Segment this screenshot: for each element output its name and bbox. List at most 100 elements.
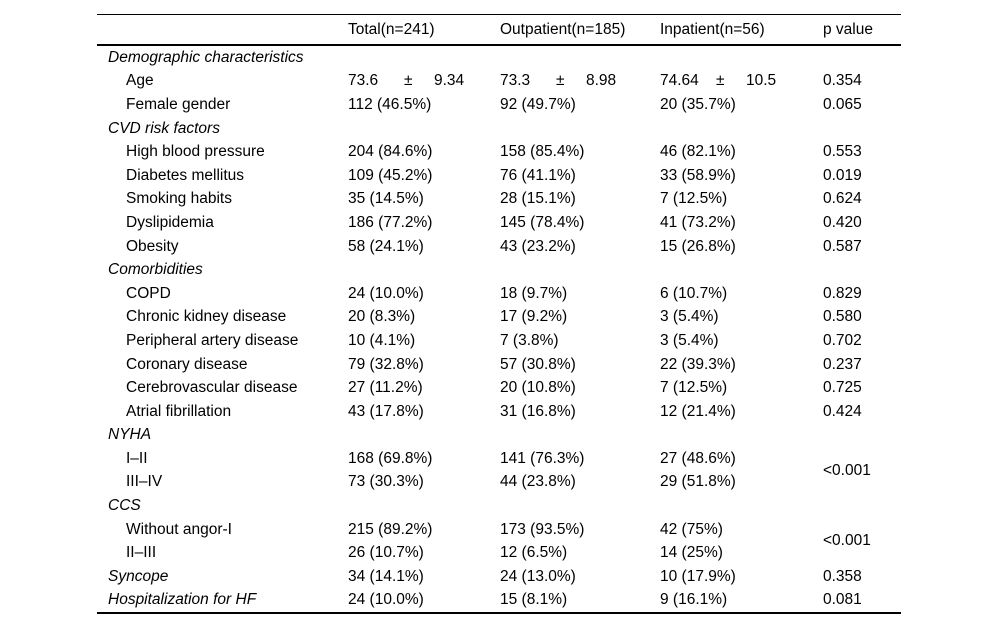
cell-inpatient: 27 (48.6%): [660, 449, 736, 467]
cell-pvalue: 0.587: [823, 237, 862, 255]
table-row-ccs-2-3: II–III 26 (10.7%) 12 (6.5%) 14 (25%): [97, 541, 901, 565]
header-total: Total(n=241): [348, 14, 500, 46]
row-label: Without angor-I: [126, 520, 232, 538]
mean-value: 73.6: [348, 72, 379, 90]
row-label: Female gender: [126, 95, 231, 113]
cell-inpatient: 7 (12.5%): [660, 379, 728, 397]
cell-total: 34 (14.1%): [348, 567, 424, 585]
cell-total: 27 (11.2%): [348, 379, 423, 397]
cell-inpatient: 14 (25%): [660, 544, 723, 562]
cell-inpatient: 10 (17.9%): [660, 567, 736, 585]
row-label: Coronary disease: [126, 355, 248, 373]
row-label: COPD: [126, 284, 171, 302]
table-row-high-blood-pressure: High blood pressure 204 (84.6%) 158 (85.…: [97, 140, 901, 164]
cell-total: 112 (46.5%): [348, 95, 432, 113]
cell-total: 10 (4.1%): [348, 331, 416, 349]
cell-total: 109 (45.2%): [348, 166, 433, 184]
cell-outpatient: 20 (10.8%): [500, 379, 576, 397]
plus-minus-sign: ±: [716, 72, 725, 90]
cell-outpatient: 31 (16.8%): [500, 402, 576, 420]
table-row-chronic-kidney: Chronic kidney disease 20 (8.3%) 17 (9.2…: [97, 306, 901, 330]
cell-outpatient: 145 (78.4%): [500, 213, 585, 231]
cell-inpatient: 29 (51.8%): [660, 473, 736, 491]
cell-outpatient: 12 (6.5%): [500, 544, 568, 562]
plus-minus-sign: ±: [404, 72, 413, 90]
table-row-cerebrovascular: Cerebrovascular disease 27 (11.2%) 20 (1…: [97, 376, 901, 400]
header-pvalue: p value: [823, 14, 901, 46]
cell-total: 168 (69.8%): [348, 449, 433, 467]
cell-outpatient: 18 (9.7%): [500, 284, 568, 302]
cell-inpatient: 42 (75%): [660, 520, 723, 538]
cell-total: 24 (10.0%): [348, 284, 424, 302]
cell-total: 26 (10.7%): [348, 544, 424, 562]
section-label: Comorbidities: [108, 261, 203, 279]
cell-pvalue: 0.358: [823, 567, 862, 585]
table-row-female-gender: Female gender 112 (46.5%) 92 (49.7%) 20 …: [97, 93, 901, 117]
cell-outpatient: 92 (49.7%): [500, 95, 576, 113]
header-outpatient: Outpatient(n=185): [500, 14, 660, 46]
cell-inpatient: 15 (26.8%): [660, 237, 736, 255]
cell-outpatient: 17 (9.2%): [500, 308, 568, 326]
cell-total: 204 (84.6%): [348, 143, 433, 161]
cell-pvalue: <0.001: [823, 461, 871, 479]
table-row-peripheral-artery: Peripheral artery disease 10 (4.1%) 7 (3…: [97, 329, 901, 353]
table-header-row: Total(n=241) Outpatient(n=185) Inpatient…: [97, 14, 901, 46]
cell-outpatient: 15 (8.1%): [500, 591, 568, 609]
table-row-copd: COPD 24 (10.0%) 18 (9.7%) 6 (10.7%) 0.82…: [97, 282, 901, 306]
row-label: II–III: [126, 544, 157, 562]
cell-outpatient: 173 (93.5%): [500, 520, 585, 538]
cell-pvalue: 0.354: [823, 72, 862, 90]
cell-inpatient: 6 (10.7%): [660, 284, 728, 302]
row-label: Diabetes mellitus: [126, 166, 245, 184]
section-label: CCS: [108, 497, 141, 515]
cell-outpatient: 57 (30.8%): [500, 355, 576, 373]
row-label: Cerebrovascular disease: [126, 379, 298, 397]
sd-value: 10.5: [746, 72, 777, 90]
header-inpatient: Inpatient(n=56): [660, 14, 823, 46]
section-row-ccs: CCS: [97, 494, 901, 518]
cell-outpatient: 28 (15.1%): [500, 190, 576, 208]
cell-pvalue: 0.580: [823, 308, 862, 326]
table-row-nyha-1-2: I–II 168 (69.8%) 141 (76.3%) 27 (48.6%) …: [97, 447, 901, 479]
row-label: Smoking habits: [126, 190, 232, 208]
cell-total: 186 (77.2%): [348, 213, 433, 231]
section-row-demographic: Demographic characteristics: [97, 45, 901, 70]
row-label: Chronic kidney disease: [126, 308, 287, 326]
row-label: Peripheral artery disease: [126, 331, 299, 349]
table-row-coronary: Coronary disease 79 (32.8%) 57 (30.8%) 2…: [97, 353, 901, 377]
section-label: Demographic characteristics: [108, 48, 304, 66]
cell-inpatient: 33 (58.9%): [660, 166, 736, 184]
cell-inpatient: 3 (5.4%): [660, 331, 719, 349]
row-label: Obesity: [126, 237, 179, 255]
cell-pvalue: 0.725: [823, 379, 862, 397]
table-row-age: Age 73.6 ±9.34 73.3 ±8.98 74.64 ±10.5 0.354: [97, 70, 901, 94]
cell-outpatient: 24 (13.0%): [500, 567, 576, 585]
cell-outpatient: 73.3 ±8.98: [500, 70, 660, 94]
row-label: Hospitalization for HF: [108, 591, 257, 609]
cell-inpatient: 74.64 ±10.5: [660, 70, 823, 94]
table-row-syncope: Syncope 34 (14.1%) 24 (13.0%) 10 (17.9%)…: [97, 565, 901, 589]
section-row-comorbidities: Comorbidities: [97, 258, 901, 282]
cell-pvalue: 0.702: [823, 331, 862, 349]
cell-inpatient: 12 (21.4%): [660, 402, 736, 420]
cell-total: 215 (89.2%): [348, 520, 433, 538]
cell-pvalue: 0.829: [823, 284, 862, 302]
table-row-smoking: Smoking habits 35 (14.5%) 28 (15.1%) 7 (…: [97, 188, 901, 212]
cell-total: 35 (14.5%): [348, 190, 424, 208]
row-label: III–IV: [126, 473, 163, 491]
cell-inpatient: 9 (16.1%): [660, 591, 728, 609]
cell-total: 24 (10.0%): [348, 591, 424, 609]
cell-outpatient: 44 (23.8%): [500, 473, 576, 491]
cell-pvalue: 0.624: [823, 190, 862, 208]
row-label: Atrial fibrillation: [126, 402, 232, 420]
cell-inpatient: 7 (12.5%): [660, 190, 728, 208]
section-label: NYHA: [108, 426, 152, 444]
section-row-cvd: CVD risk factors: [97, 117, 901, 141]
table-row-obesity: Obesity 58 (24.1%) 43 (23.2%) 15 (26.8%)…: [97, 235, 901, 259]
row-label: Dyslipidemia: [126, 213, 214, 231]
row-label: Syncope: [108, 567, 169, 585]
cell-inpatient: 20 (35.7%): [660, 95, 736, 113]
cell-pvalue: 0.065: [823, 95, 862, 113]
cell-total: 73.6 ±9.34: [348, 70, 500, 94]
